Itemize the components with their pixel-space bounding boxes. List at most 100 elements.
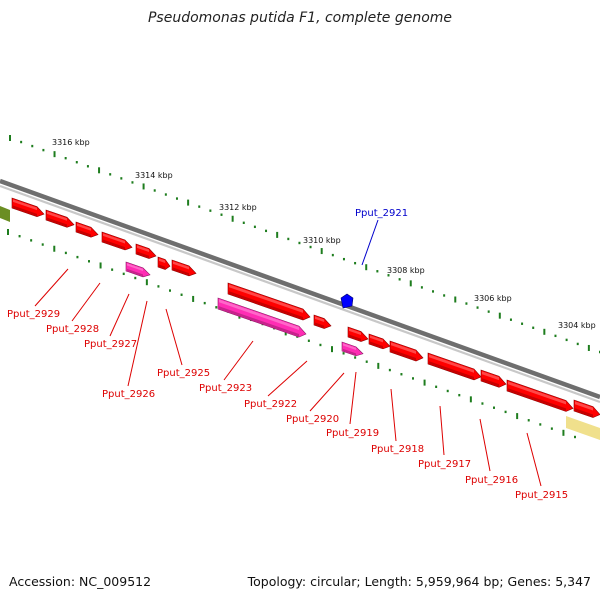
gene-label-pput_2919: Pput_2919 [326, 371, 379, 439]
kbp-label: 3310 kbp [303, 236, 341, 245]
gene-arrow-2917-highlight [429, 354, 474, 373]
gene-arrow-2926[interactable] [135, 243, 157, 259]
leader-line [526, 432, 542, 487]
gene-arrow-2928-body[interactable] [75, 221, 99, 238]
leader-line [223, 340, 254, 381]
gene-arrow-2928-shade [77, 229, 91, 237]
gene-arrow-2929a-shade [13, 205, 37, 217]
backbone-line [0, 178, 600, 400]
gene-arrow-2914-body[interactable] [573, 399, 600, 418]
gene-arrow-2920-body[interactable] [347, 326, 369, 342]
leader-line [165, 308, 183, 366]
kbp-label: 3306 kbp [474, 294, 512, 303]
page-title: Pseudomonas putida F1, complete genome [147, 10, 453, 26]
gene-arrow-2916[interactable] [480, 369, 507, 388]
gene-labels: Pput_2929Pput_2928Pput_2927Pput_2926Pput… [7, 208, 568, 501]
gene-label-text[interactable]: Pput_2917 [418, 459, 471, 470]
gene-arrow-2929-highlight [47, 211, 67, 221]
gene-arrow-2921-selected[interactable] [340, 293, 354, 309]
gene-arrow-2915[interactable] [506, 379, 574, 412]
gene-arrow-2923[interactable] [227, 282, 311, 321]
leader-line [479, 418, 491, 472]
gene-arrow-2927[interactable] [101, 231, 133, 251]
gene-arrow-2925a-shade [159, 264, 166, 269]
gene-label-pput_2925: Pput_2925 [157, 308, 210, 379]
leader-line [109, 293, 130, 337]
gene-label-text[interactable]: Pput_2921 [355, 208, 408, 219]
gene-label-pput_2922: Pput_2922 [244, 360, 308, 410]
gene-label-text[interactable]: Pput_2922 [244, 399, 297, 410]
gene-arrow-2918-body[interactable] [389, 340, 424, 362]
gene-arrow-2928[interactable] [75, 221, 99, 238]
leader-line [127, 300, 148, 387]
gene-arrow-2929a-highlight [13, 199, 37, 211]
gene-arrow-rna-2-highlight [219, 299, 299, 330]
gene-label-pput_2923: Pput_2923 [199, 340, 254, 394]
gene-arrow-rna-3[interactable] [341, 341, 364, 357]
gene-arrow-rna-1-shade [127, 268, 143, 277]
gene-arrow-2926-body[interactable] [135, 243, 157, 259]
gene-arrow-2915-highlight [508, 381, 566, 405]
gene-arrow-2929[interactable] [45, 209, 75, 228]
genome-summary-text: Topology: circular; Length: 5,959,964 bp… [247, 574, 591, 589]
gene-label-text[interactable]: Pput_2927 [84, 339, 137, 350]
gene-arrow-2920[interactable] [347, 326, 369, 342]
gene-arrow-2926-highlight [137, 245, 149, 253]
gene-label-text[interactable]: Pput_2926 [102, 389, 155, 400]
gene-arrow-2925-body[interactable] [171, 259, 197, 277]
gene-arrow-2925[interactable] [171, 259, 197, 277]
gene-arrow-2917[interactable] [427, 352, 482, 381]
gene-arrow-rna-2-body[interactable] [217, 297, 307, 338]
gene-label-text[interactable]: Pput_2919 [326, 428, 379, 439]
gene-label-text[interactable]: Pput_2929 [7, 309, 60, 320]
gene-arrow-2919-body[interactable] [368, 333, 391, 350]
gene-arrow-2927-body[interactable] [101, 231, 133, 251]
gene-arrow-2925a[interactable] [157, 256, 171, 270]
kbp-label: 3304 kbp [558, 321, 596, 330]
backbone-shadow [0, 184, 600, 404]
kbp-labels: 3316 kbp 3314 kbp 3312 kbp 3310 kbp 3308 kbp… [52, 138, 596, 330]
gene-arrow-2916-shade [482, 378, 499, 387]
gene-arrow-rna-2[interactable] [217, 297, 307, 338]
gene-label-text[interactable]: Pput_2918 [371, 444, 424, 455]
gene-arrow-2917-body[interactable] [427, 352, 482, 381]
gene-arrow-2923-body[interactable] [227, 282, 311, 321]
gene-features[interactable] [0, 197, 600, 440]
gene-arrow-2922-shade [315, 322, 325, 329]
gene-arrow-2925a-body[interactable] [157, 256, 171, 270]
kbp-label: 3316 kbp [52, 138, 90, 147]
leader-line [71, 282, 101, 322]
gene-label-text[interactable]: Pput_2915 [515, 490, 568, 501]
gene-arrow-2929a[interactable] [11, 197, 45, 217]
gene-label-pput_2920: Pput_2920 [286, 372, 345, 425]
gene-arrow-rna-1-body[interactable] [125, 261, 151, 278]
gene-label-text[interactable]: Pput_2928 [46, 324, 99, 335]
gene-arrow-rna-3-body[interactable] [341, 341, 364, 357]
gene-arrow-2929-body[interactable] [45, 209, 75, 228]
gene-label-text[interactable]: Pput_2925 [157, 368, 210, 379]
gene-label-pput_2921: Pput_2921 [355, 208, 408, 266]
gene-label-text[interactable]: Pput_2923 [199, 383, 252, 394]
gene-arrow-2920-shade [349, 334, 361, 342]
gene-arrow-2916-body[interactable] [480, 369, 507, 388]
leader-line [309, 372, 345, 412]
gene-label-text[interactable]: Pput_2920 [286, 414, 339, 425]
leader-line [390, 388, 397, 442]
gene-arrow-2922[interactable] [313, 314, 332, 329]
gene-arrow-2929-shade [47, 217, 67, 227]
leader-line [361, 219, 379, 266]
gene-arrow-2919[interactable] [368, 333, 391, 350]
gene-arrow-2918[interactable] [389, 340, 424, 362]
gene-arrow-rna-1[interactable] [125, 261, 151, 278]
gene-arrow-2915-body[interactable] [506, 379, 574, 412]
gene-arrow-2929a-body[interactable] [11, 197, 45, 217]
gene-arrow-rna-2-shade [219, 306, 299, 337]
gene-arrow-2922-body[interactable] [313, 314, 332, 329]
gene-arrow-2926-shade [137, 251, 149, 259]
gene-arrow-2914[interactable] [573, 399, 600, 418]
gene-label-text[interactable]: Pput_2916 [465, 475, 518, 486]
gene-label-pput_2918: Pput_2918 [371, 388, 424, 455]
gene-arrow-2918-highlight [391, 342, 416, 354]
highlight-block-yellow [566, 416, 600, 440]
